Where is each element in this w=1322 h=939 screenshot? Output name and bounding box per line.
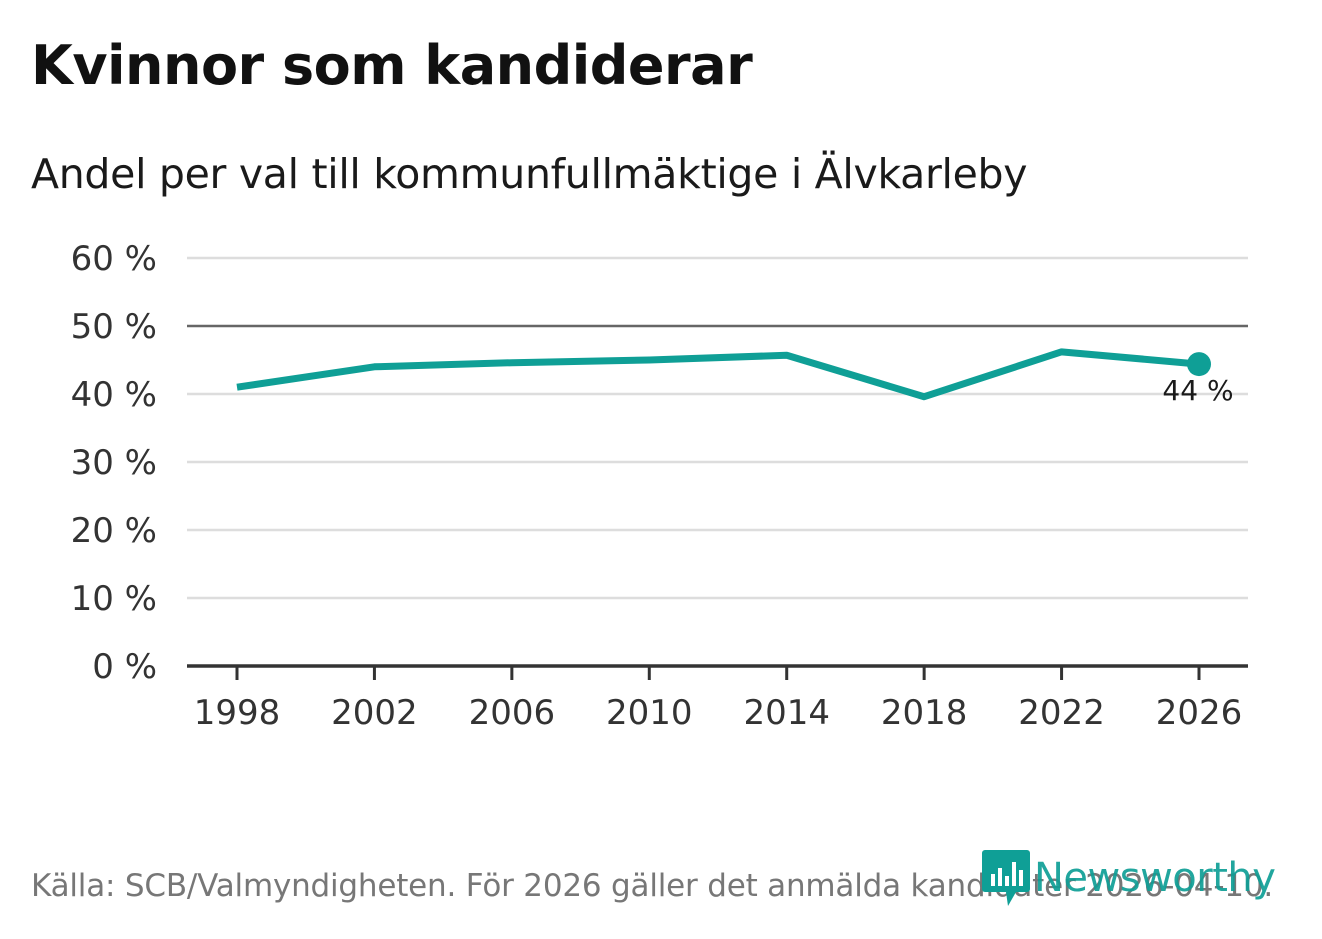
chart-title: Kvinnor som kandiderar bbox=[31, 34, 753, 97]
x-tick-label: 1998 bbox=[194, 693, 281, 733]
bar-chart-icon bbox=[982, 850, 1030, 906]
end-value-label: 44 % bbox=[1162, 374, 1233, 407]
series-layer bbox=[236, 348, 1211, 401]
gridlines bbox=[187, 256, 1248, 668]
end-point-marker bbox=[1187, 352, 1211, 377]
y-tick-label: 60 % bbox=[71, 239, 157, 279]
x-tick-label: 2006 bbox=[469, 693, 556, 733]
x-tick-label: 2022 bbox=[1018, 693, 1105, 733]
y-tick-label: 50 % bbox=[71, 307, 157, 347]
y-axis-ticks: 0 % 10 % 20 % 30 % 40 % 50 % 60 % bbox=[71, 239, 157, 687]
x-tick-label: 2026 bbox=[1156, 693, 1243, 733]
y-tick-label: 30 % bbox=[71, 443, 157, 483]
brand-logo[interactable]: Newsworthy bbox=[982, 850, 1276, 906]
brand-name: Newsworthy bbox=[1034, 855, 1276, 901]
chart-subtitle: Andel per val till kommunfullmäktige i Ä… bbox=[31, 150, 1028, 198]
x-axis-ticks: 1998 2002 2006 2010 2014 2018 2022 2026 bbox=[194, 666, 1243, 733]
line-chart: 0 % 10 % 20 % 30 % 40 % 50 % 60 % 1998 2002 2006… bbox=[71, 239, 1248, 733]
y-tick-label: 0 % bbox=[92, 647, 157, 687]
x-tick-label: 2002 bbox=[331, 693, 418, 733]
y-tick-label: 20 % bbox=[71, 511, 157, 551]
x-tick-label: 2010 bbox=[606, 693, 693, 733]
y-tick-label: 40 % bbox=[71, 375, 157, 415]
x-tick-label: 2018 bbox=[881, 693, 968, 733]
source-note: Källa: SCB/Valmyndigheten. För 2026 gäll… bbox=[31, 868, 1274, 904]
y-tick-label: 10 % bbox=[71, 579, 157, 619]
x-tick-label: 2014 bbox=[743, 693, 830, 733]
series-line bbox=[236, 348, 1200, 401]
